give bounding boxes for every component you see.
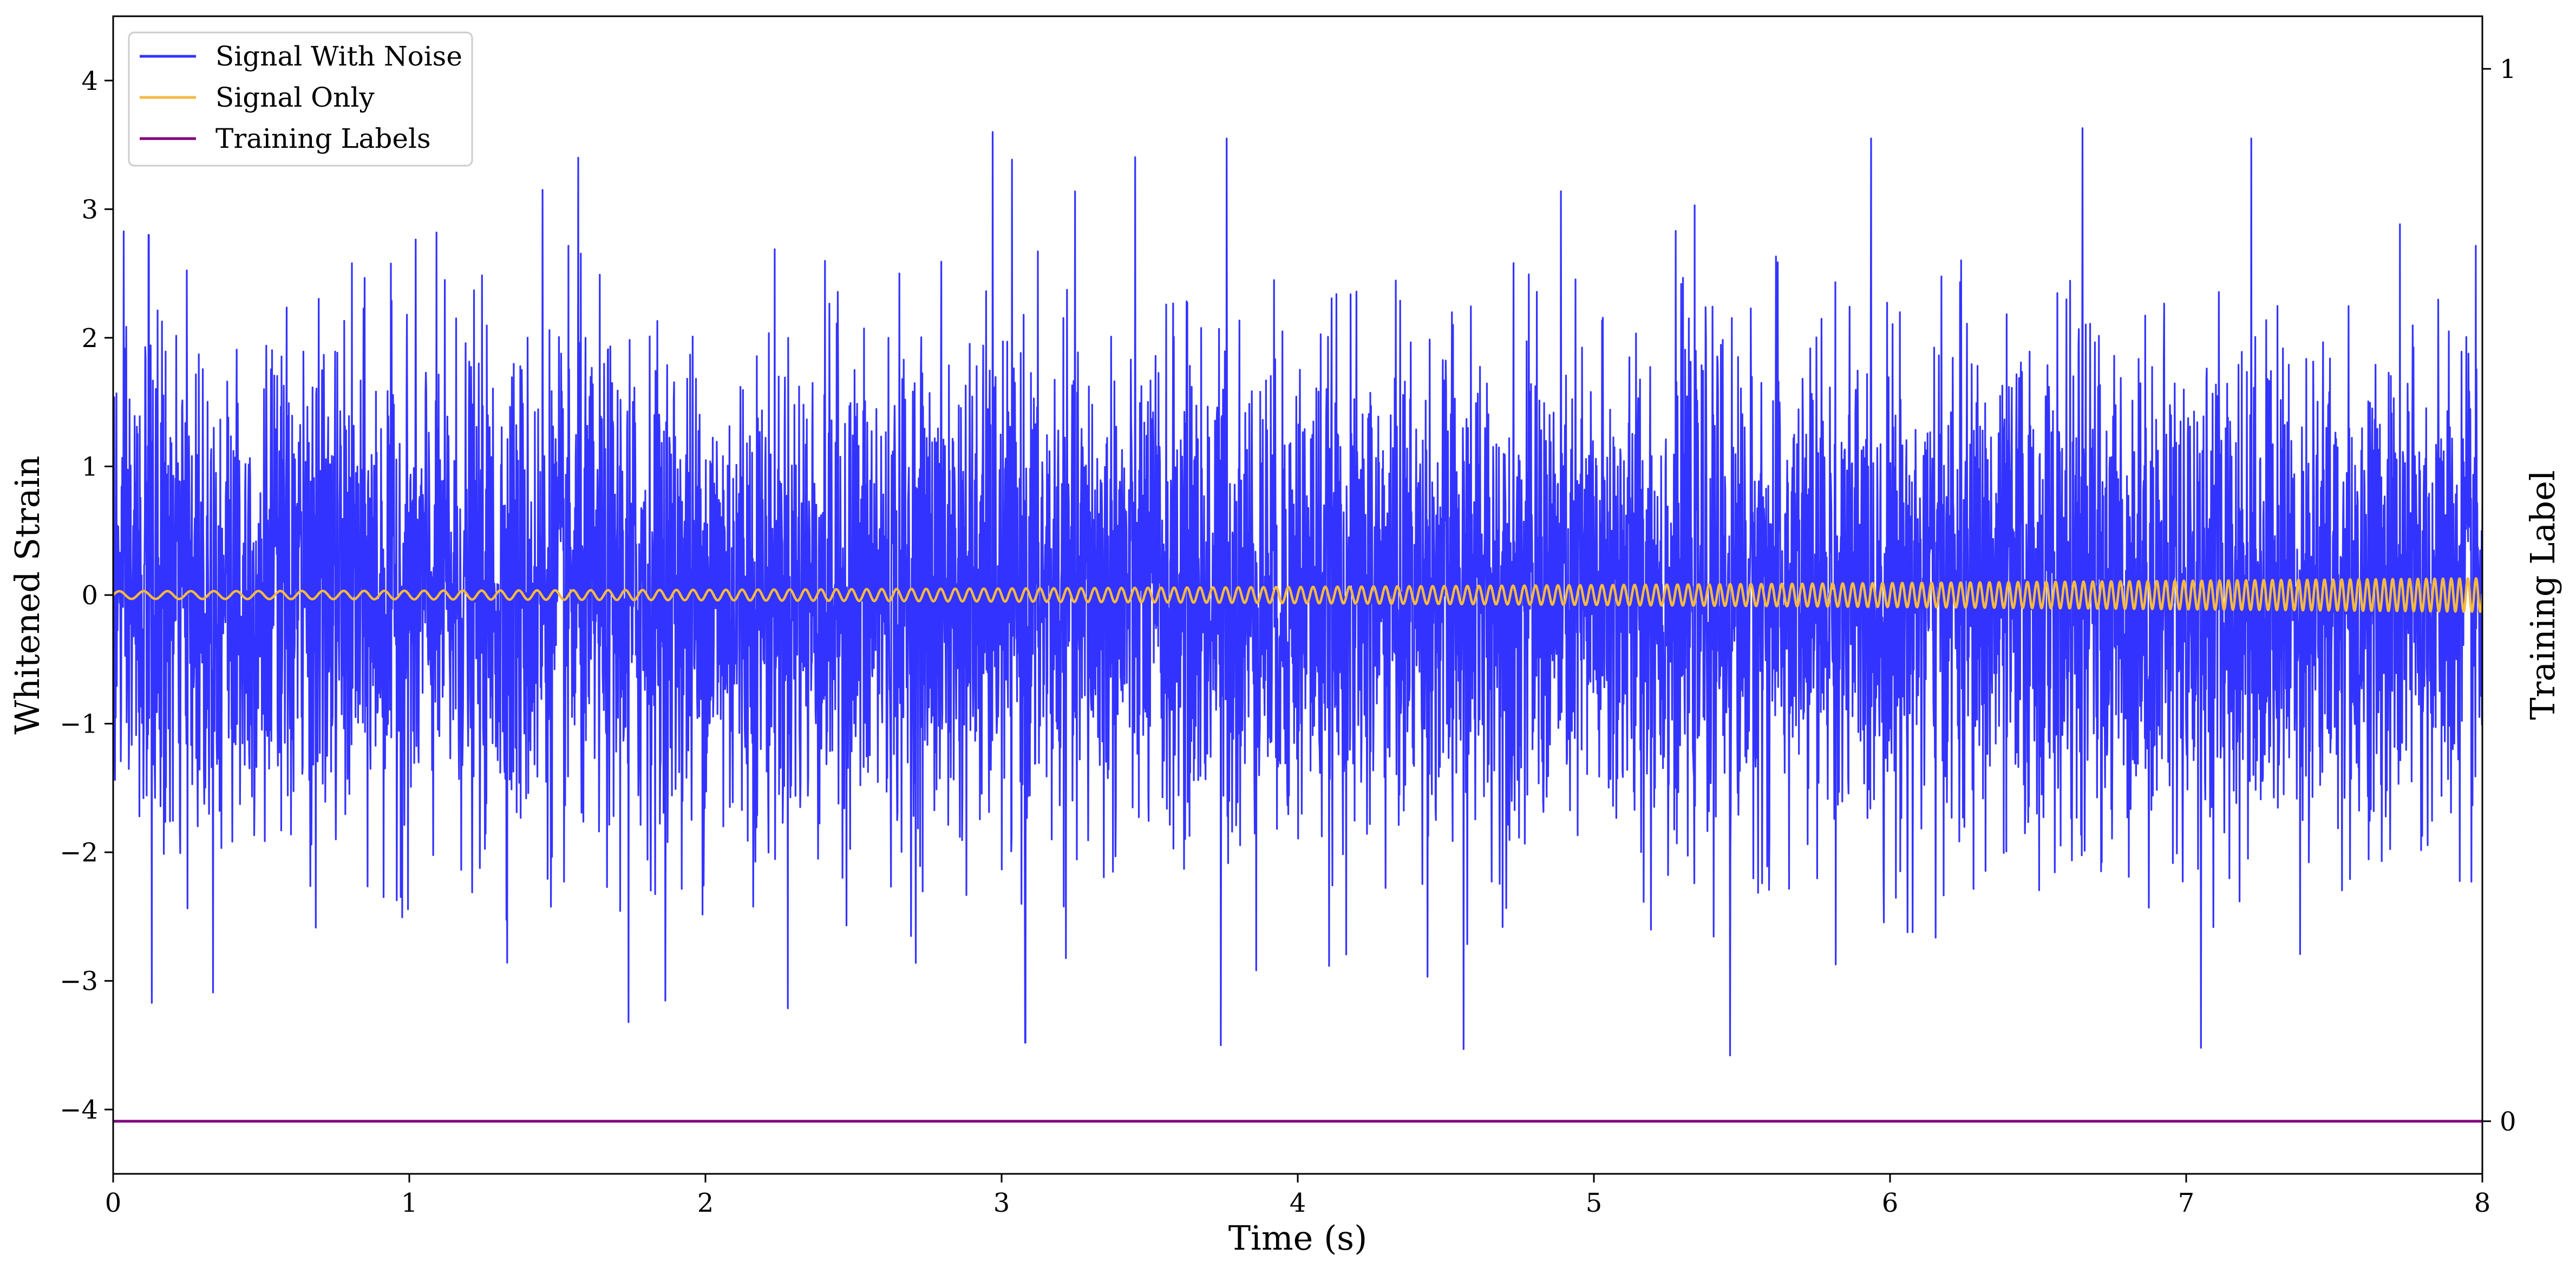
y-axis-title: Whitened Strain — [8, 456, 47, 735]
legend-label-signal-with-noise: Signal With Noise — [215, 41, 462, 72]
x-tick-label: 4 — [1290, 1188, 1306, 1218]
x-tick-label: 3 — [993, 1188, 1010, 1218]
x-tick-label: 0 — [105, 1188, 122, 1218]
x-tick-label: 7 — [2178, 1188, 2195, 1218]
x-tick-label: 5 — [1586, 1188, 1603, 1218]
right-y-tick-label: 0 — [2500, 1107, 2516, 1137]
y-tick-label: 0 — [81, 580, 98, 611]
right-y-axis-title: Training Label — [2523, 470, 2562, 720]
x-tick-label: 8 — [2474, 1188, 2491, 1218]
y-tick-label: −3 — [60, 966, 98, 997]
y-tick-label: −1 — [60, 709, 98, 740]
y-tick-label: −2 — [60, 838, 98, 868]
y-tick-label: −4 — [60, 1095, 98, 1125]
x-tick-label: 6 — [1882, 1188, 1899, 1218]
legend: Signal With Noise Signal Only Training L… — [129, 32, 472, 166]
legend-label-signal-only: Signal Only — [215, 82, 375, 113]
y-tick-label: 4 — [81, 66, 98, 96]
x-tick-label: 2 — [697, 1188, 714, 1218]
right-y-tick-label: 1 — [2500, 54, 2516, 84]
y-tick-label: 2 — [81, 323, 98, 354]
x-axis-title: Time (s) — [1228, 1218, 1368, 1258]
y-tick-label: 3 — [81, 194, 98, 225]
legend-label-training-labels: Training Labels — [215, 123, 431, 154]
x-tick-label: 1 — [401, 1188, 418, 1218]
y-tick-label: 1 — [81, 452, 98, 482]
